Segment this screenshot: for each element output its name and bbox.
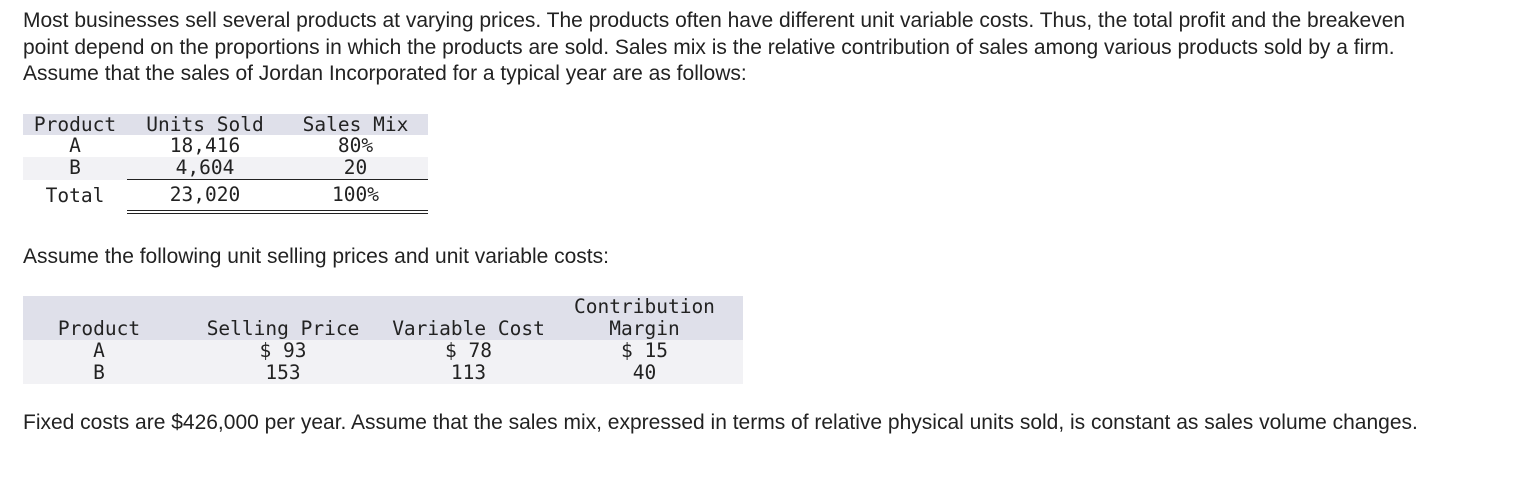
table-row: B 153 113 40 xyxy=(23,362,743,384)
mix-cell: 80% xyxy=(337,134,374,157)
margin-cell: 40 xyxy=(546,362,743,384)
total-label: Total xyxy=(45,183,105,207)
table-header-row: Product Selling Price Variable Cost Cont… xyxy=(23,296,743,340)
header-product: Product xyxy=(23,114,127,135)
sales-mix-table: Product Units Sold Sales Mix A 18,416 80… xyxy=(23,114,428,214)
fixed-costs-paragraph: Fixed costs are $426,000 per year. Assum… xyxy=(23,411,1418,434)
variable-cost-cell: 113 xyxy=(391,362,546,384)
margin-cell: $ 15 xyxy=(546,340,743,362)
intro-paragraph: Most businesses sell several products at… xyxy=(23,9,1406,85)
header-contribution-margin: Contribution Margin xyxy=(546,296,743,340)
header-sales-mix: Sales Mix xyxy=(283,114,428,135)
header-contribution-label: Contribution xyxy=(574,295,715,318)
units-cell: 18,416 xyxy=(169,134,241,157)
assume-paragraph: Assume the following unit selling prices… xyxy=(23,245,609,268)
price-cell: 153 xyxy=(175,362,391,384)
product-cell: B xyxy=(23,157,127,180)
header-selling-price: Selling Price xyxy=(175,296,391,340)
mix-cell: 20 xyxy=(283,157,428,180)
header-variable-cost-label: Variable Cost xyxy=(392,317,545,340)
total-units: 23,020 xyxy=(127,179,283,214)
header-variable-cost: Variable Cost xyxy=(391,296,546,340)
product-cell: A xyxy=(69,134,81,157)
table-row: A 18,416 80% xyxy=(23,135,428,157)
total-mix: 100% xyxy=(283,179,428,214)
product-cell: B xyxy=(23,362,175,384)
table-row: B 4,604 20 xyxy=(23,157,428,180)
header-product: Product xyxy=(23,296,175,340)
table-header-row: Product Units Sold Sales Mix xyxy=(23,114,428,135)
variable-cost-cell: $ 78 xyxy=(391,340,546,362)
header-product-label: Product xyxy=(57,317,141,340)
header-selling-price-label: Selling Price xyxy=(206,317,360,340)
header-margin-label: Margin xyxy=(609,317,680,340)
total-row: Total 23,020 100% xyxy=(23,179,428,214)
header-units-sold: Units Sold xyxy=(127,114,283,135)
product-cell: A xyxy=(23,340,175,362)
units-cell: 4,604 xyxy=(127,157,283,180)
price-cell: $ 93 xyxy=(175,340,391,362)
table-row: A $ 93 $ 78 $ 15 xyxy=(23,340,743,362)
price-cost-table: Product Selling Price Variable Cost Cont… xyxy=(23,296,743,384)
